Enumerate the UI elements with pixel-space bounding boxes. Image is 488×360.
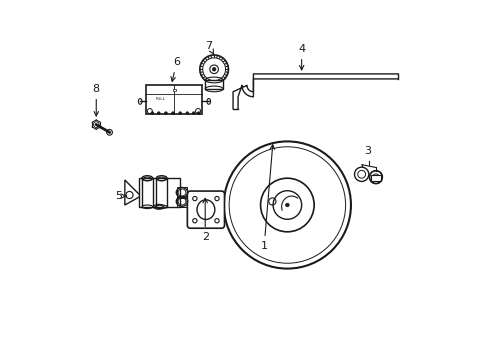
Circle shape (285, 203, 288, 207)
Circle shape (171, 112, 174, 114)
Text: 5: 5 (115, 191, 122, 201)
Bar (176, 196, 187, 207)
Text: 4: 4 (298, 44, 305, 54)
Bar (205, 80, 223, 89)
Circle shape (192, 112, 195, 114)
Circle shape (164, 112, 167, 114)
FancyBboxPatch shape (187, 191, 224, 228)
Bar (146, 85, 201, 114)
Circle shape (197, 112, 200, 114)
Text: 7: 7 (205, 41, 213, 54)
Text: 6: 6 (171, 57, 180, 81)
Bar (176, 187, 187, 198)
Circle shape (212, 67, 216, 71)
Text: FULL: FULL (155, 96, 165, 100)
Circle shape (185, 112, 188, 114)
Circle shape (157, 112, 160, 114)
Text: 8: 8 (93, 84, 100, 116)
Circle shape (179, 112, 181, 114)
Text: 3: 3 (364, 146, 370, 156)
Text: 1: 1 (260, 145, 274, 251)
Bar (370, 175, 380, 181)
Text: 2: 2 (201, 198, 208, 242)
Bar (139, 178, 180, 207)
Circle shape (151, 112, 153, 114)
Bar (173, 89, 176, 91)
